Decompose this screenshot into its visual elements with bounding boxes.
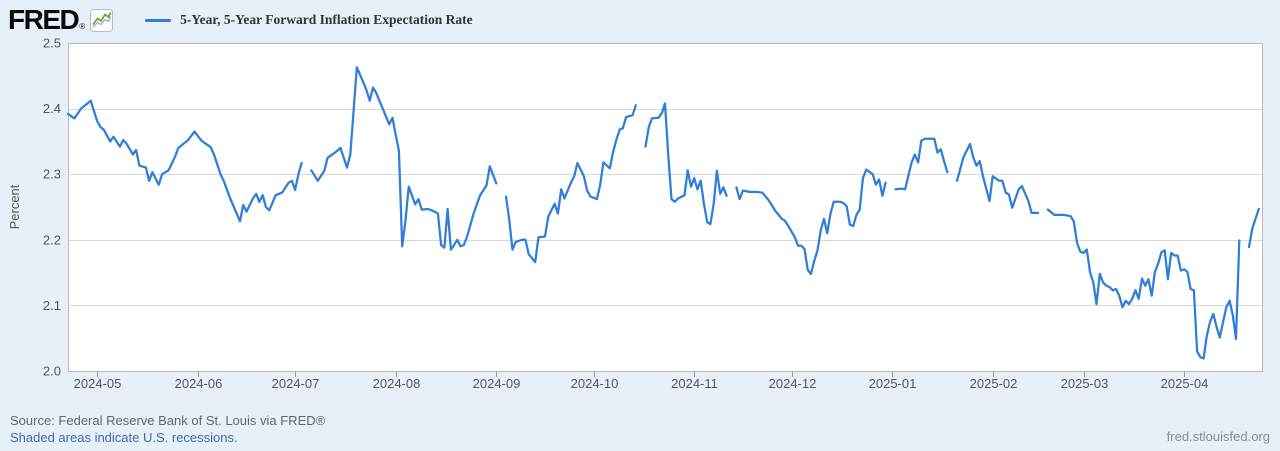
fred-logo-text: FRED: [8, 4, 80, 35]
recessions-link[interactable]: Shaded areas indicate U.S. recessions.: [10, 430, 238, 445]
series-line: [66, 66, 1260, 360]
chart-footer: Source: Federal Reserve Bank of St. Loui…: [10, 412, 325, 446]
x-tick-label: 2024-12: [769, 376, 817, 391]
x-tick-label: 2024-05: [74, 376, 122, 391]
fred-logo-registered-mark: ®: [79, 22, 86, 31]
x-tick-label: 2024-07: [272, 376, 320, 391]
fred-site-link[interactable]: fred.stlouisfed.org: [1166, 429, 1270, 444]
x-tick-label: 2025-01: [869, 376, 917, 391]
y-tick-label: 2.0: [43, 364, 61, 379]
fred-logo[interactable]: FRED ®: [8, 6, 85, 34]
y-tick-label: 2.5: [43, 36, 61, 51]
legend-line-swatch: [145, 18, 172, 22]
y-tick-label: 2.1: [43, 298, 61, 313]
x-tick-label: 2024-11: [671, 376, 718, 391]
fred-logo-chart-icon: [90, 8, 114, 32]
y-tick-label: 2.2: [43, 232, 61, 247]
y-axis-title: Percent: [7, 184, 22, 229]
x-tick-label: 2025-02: [970, 376, 1018, 391]
y-tick-label: 2.3: [43, 167, 61, 182]
x-tick-label: 2024-08: [373, 376, 421, 391]
series-legend[interactable]: 5-Year, 5-Year Forward Inflation Expecta…: [145, 12, 473, 28]
y-tick-label: 2.4: [43, 101, 61, 116]
x-tick-label: 2024-10: [571, 376, 619, 391]
x-tick-label: 2024-09: [473, 376, 521, 391]
x-tick-label: 2025-04: [1161, 376, 1209, 391]
chart-header: FRED ® 5-Year, 5-Year Forward Inflation E…: [8, 5, 473, 35]
x-tick-label: 2024-06: [175, 376, 223, 391]
source-text: Source: Federal Reserve Bank of St. Loui…: [10, 413, 326, 428]
legend-series-label: 5-Year, 5-Year Forward Inflation Expecta…: [180, 12, 473, 27]
x-tick-label: 2025-03: [1061, 376, 1109, 391]
